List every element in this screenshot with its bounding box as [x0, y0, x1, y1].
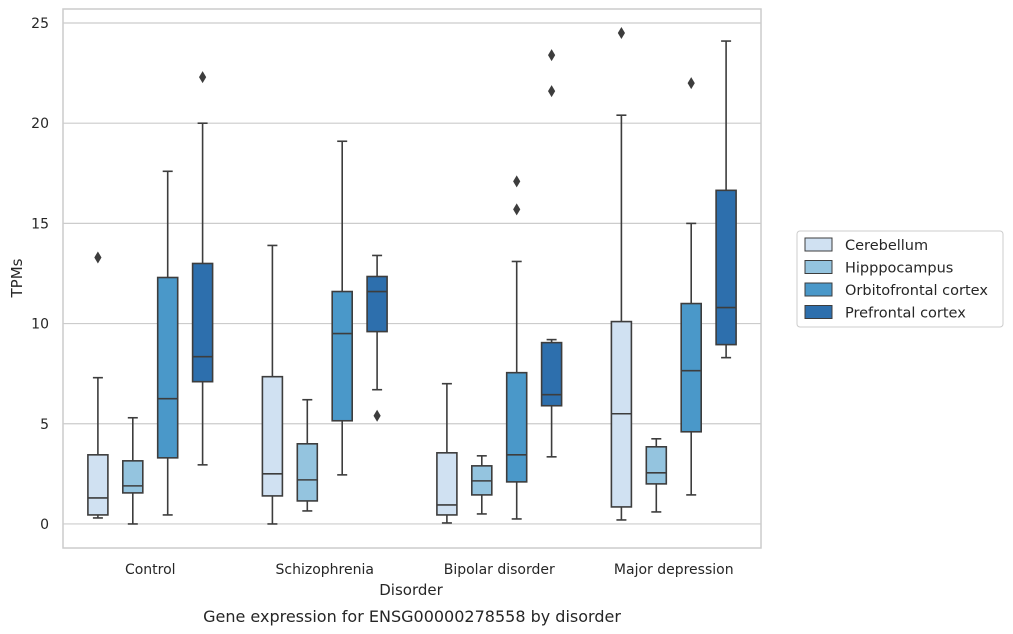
- box-iqr: [436, 452, 458, 516]
- legend-label: Prefrontal cortex: [845, 306, 966, 322]
- box-group: [122, 416, 144, 525]
- outlier-point: [199, 71, 207, 84]
- box-iqr: [122, 460, 144, 494]
- x-axis-ticks: Control Schizophrenia Bipolar disorder Majo…: [125, 562, 734, 578]
- legend-frame: [796, 230, 1004, 328]
- outlier-point: [617, 27, 625, 40]
- x-axis-title: Disorder: [379, 581, 443, 599]
- box-iqr: [261, 375, 284, 497]
- plot-frame: [62, 8, 762, 549]
- y-tick-label: 20: [31, 116, 49, 132]
- y-axis-title: TPMs: [8, 258, 26, 298]
- box-iqr: [87, 454, 109, 516]
- y-tick-label: 15: [31, 216, 49, 232]
- box-iqr: [296, 443, 319, 502]
- box-group: [191, 71, 214, 466]
- outlier-point: [687, 77, 695, 90]
- outlier-point: [513, 203, 521, 216]
- y-tick-label: 5: [40, 417, 49, 433]
- box-iqr: [680, 302, 703, 433]
- legend-swatch: [804, 237, 833, 252]
- legend-swatch: [804, 305, 833, 319]
- figure-caption: Gene expression for ENSG00000278558 by d…: [203, 607, 621, 626]
- y-tick-label: 0: [40, 517, 49, 533]
- boxes: [87, 27, 737, 525]
- box-group: [610, 27, 633, 521]
- y-tick-label: 10: [31, 317, 49, 333]
- legend: Cerebellum Hipppocampus Orbitofrontal cort…: [796, 230, 1004, 328]
- x-tick-label: Control: [125, 562, 176, 578]
- outlier-point: [373, 409, 381, 422]
- box-group: [505, 175, 528, 520]
- legend-swatch: [804, 282, 833, 297]
- outlier-point: [94, 251, 102, 264]
- box-group: [680, 77, 703, 496]
- y-tick-label: 25: [31, 16, 49, 32]
- box-group: [261, 244, 284, 525]
- box-group: [296, 398, 319, 512]
- box-group: [156, 170, 179, 516]
- legend-swatch: [804, 260, 833, 274]
- gridlines: [63, 22, 761, 525]
- x-tick-label: Major depression: [614, 562, 734, 578]
- box-iqr: [331, 290, 354, 422]
- legend-label: Hipppocampus: [845, 261, 953, 277]
- outlier-point: [513, 175, 521, 188]
- box-group: [366, 254, 388, 422]
- box-group: [87, 251, 109, 519]
- box-group: [331, 140, 354, 476]
- box-group: [470, 455, 493, 515]
- y-axis-ticks: 0 5 10 15 20 25: [31, 16, 49, 533]
- box-iqr: [505, 371, 528, 483]
- outlier-point: [548, 49, 556, 62]
- box-group: [715, 40, 737, 359]
- box-group: [645, 437, 668, 513]
- legend-label: Orbitofrontal cortex: [845, 283, 988, 299]
- box-iqr: [645, 446, 668, 485]
- box-iqr: [715, 189, 737, 346]
- legend-label: Cerebellum: [845, 238, 928, 254]
- box-iqr: [156, 276, 179, 459]
- outlier-point: [548, 85, 556, 98]
- box-iqr: [540, 341, 563, 407]
- x-tick-label: Schizophrenia: [276, 562, 374, 578]
- box-group: [540, 49, 563, 458]
- box-group: [436, 382, 458, 524]
- x-tick-label: Bipolar disorder: [444, 562, 555, 578]
- box-iqr: [191, 262, 214, 383]
- box-iqr: [366, 275, 388, 333]
